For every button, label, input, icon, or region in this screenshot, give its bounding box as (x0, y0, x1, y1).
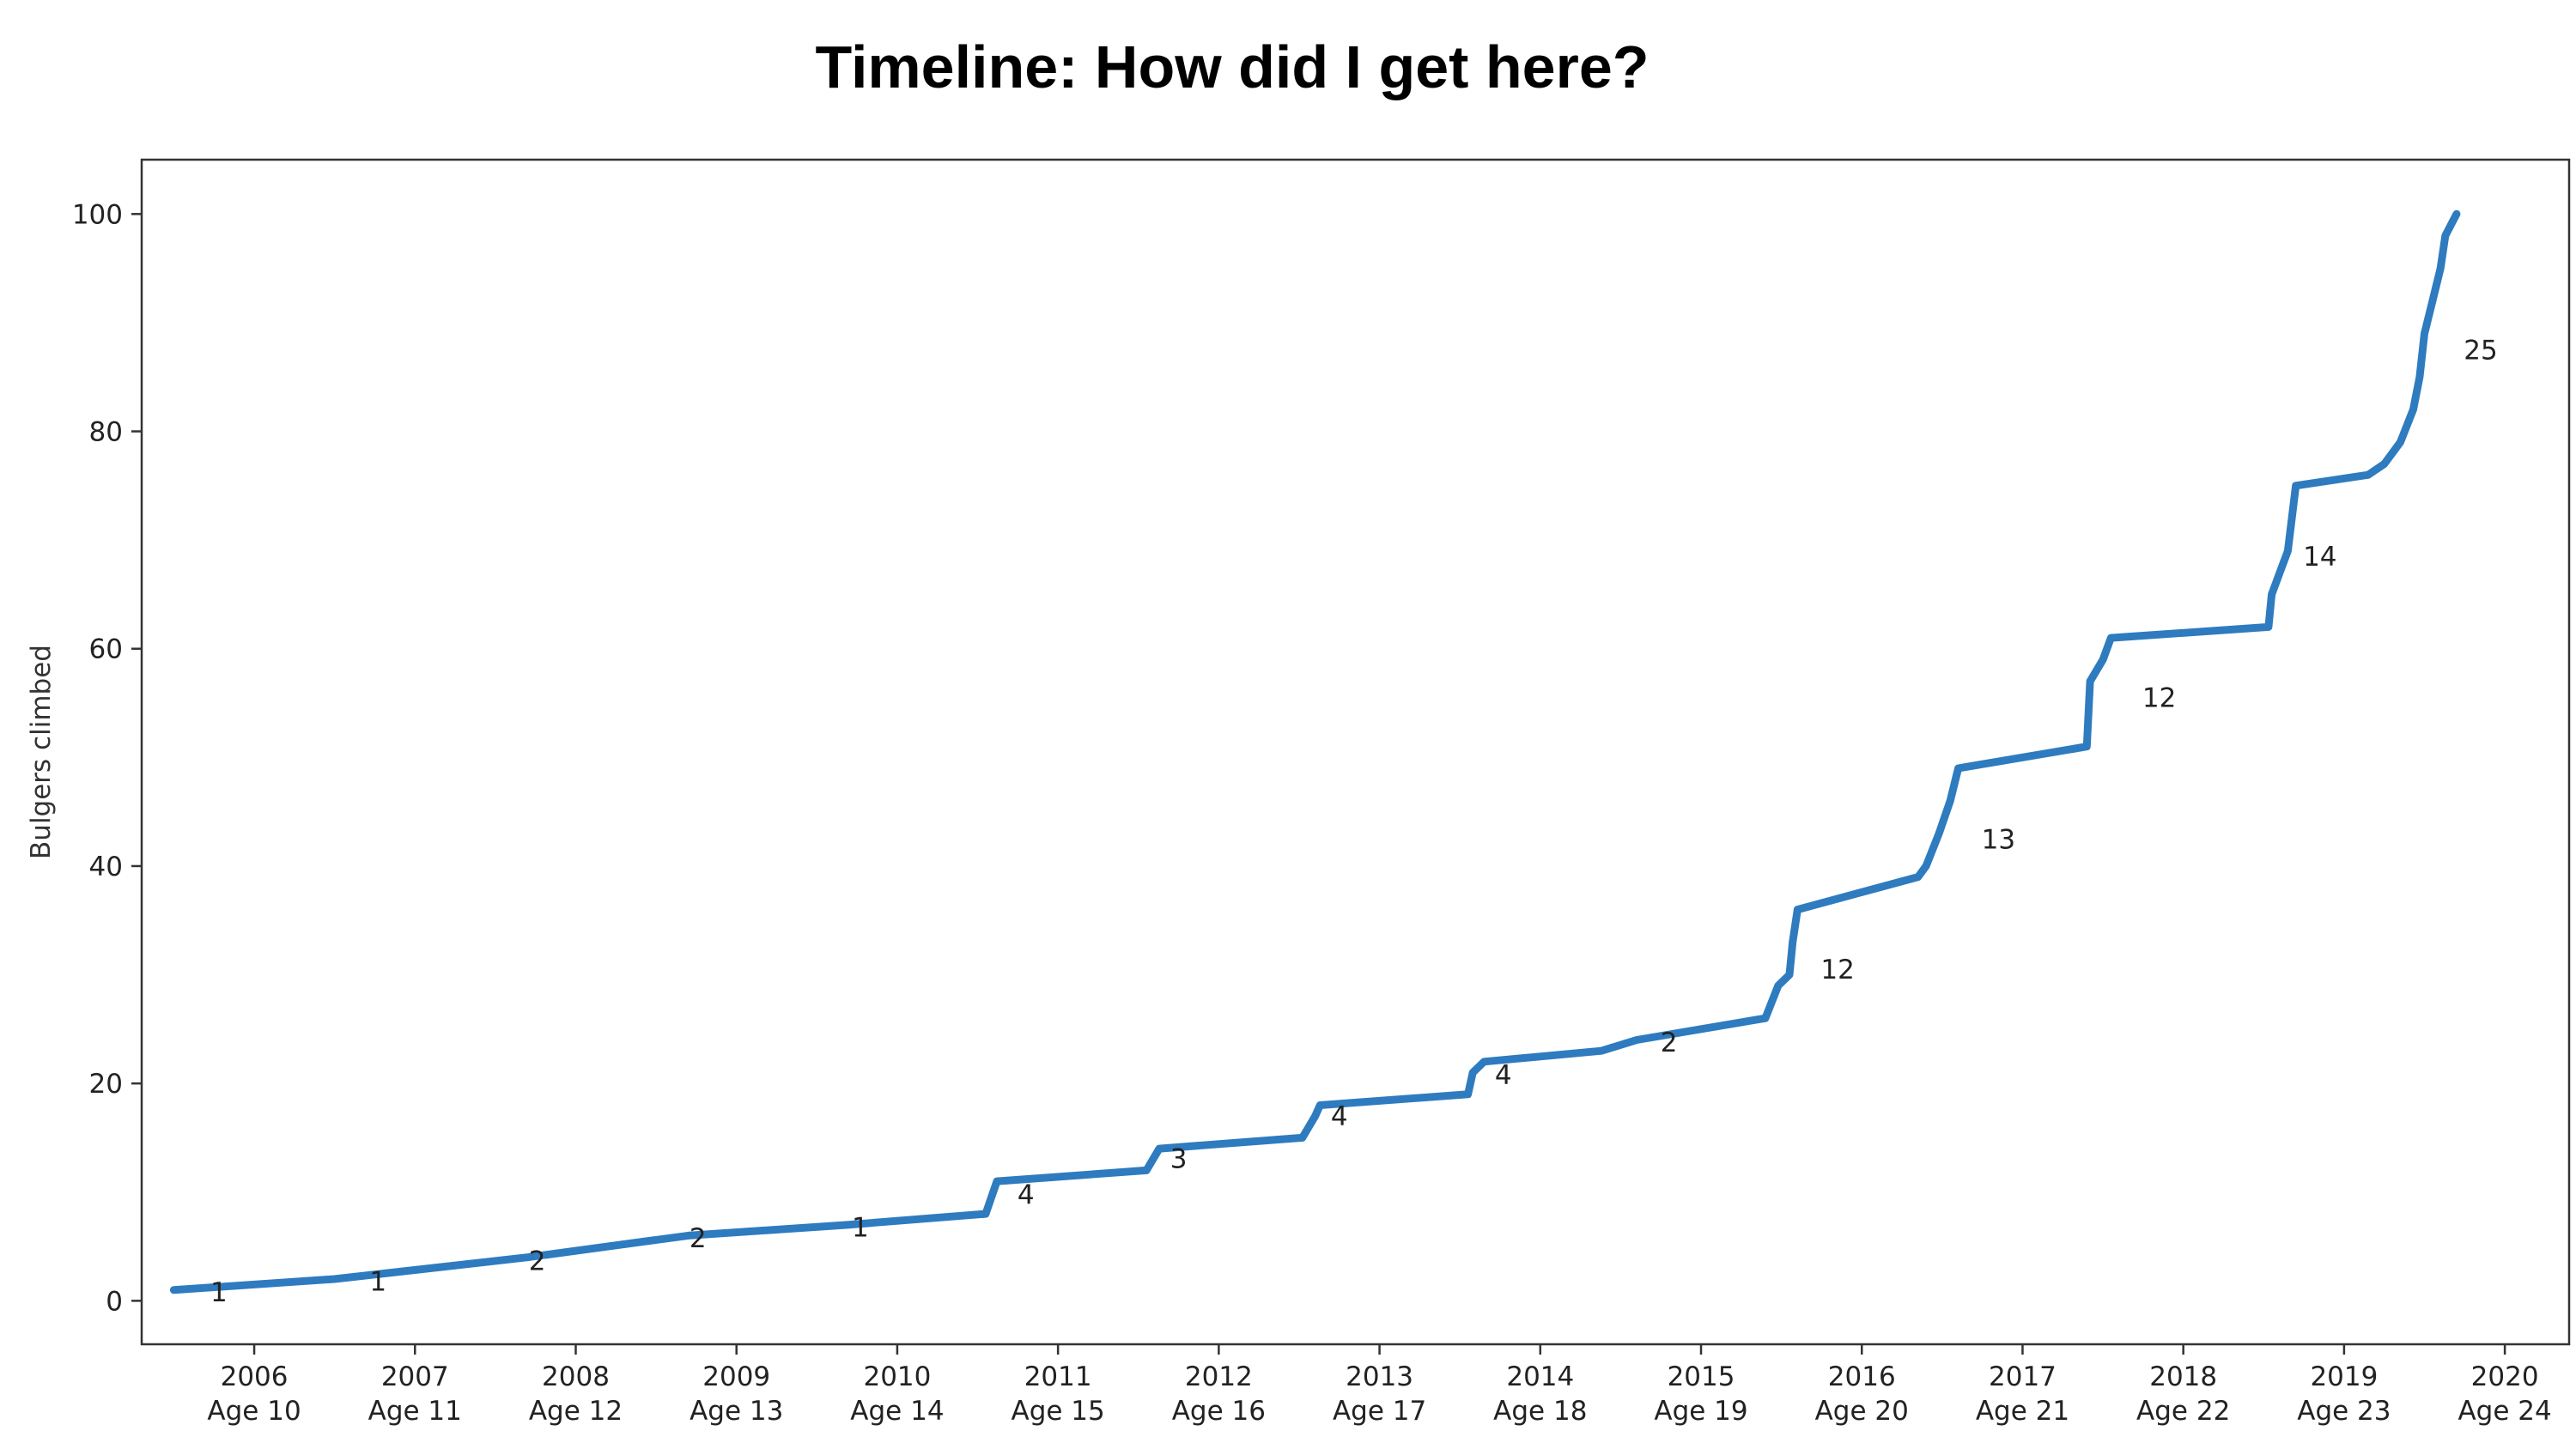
x-tick-age-label: Age 14 (850, 1396, 944, 1427)
y-tick-label: 40 (89, 852, 123, 882)
series-line (169, 209, 2461, 1294)
x-tick-year-label: 2013 (1346, 1361, 1413, 1392)
x-tick-year-label: 2019 (2310, 1361, 2378, 1392)
x-tick-year-label: 2007 (381, 1361, 449, 1392)
annotation-label: 1 (852, 1212, 869, 1243)
series-line-group (169, 209, 2461, 1294)
annotation-label: 2 (529, 1246, 546, 1277)
x-tick-year-label: 2014 (1506, 1361, 1574, 1392)
annotation-label: 2 (690, 1223, 707, 1254)
x-tick-year-label: 2015 (1668, 1361, 1735, 1392)
x-tick-age-label: Age 12 (529, 1396, 623, 1427)
y-tick-label: 60 (89, 634, 123, 665)
x-tick-year-label: 2006 (221, 1361, 289, 1392)
x-tick-age-label: Age 16 (1172, 1396, 1266, 1427)
y-tick-label: 0 (106, 1286, 123, 1317)
x-tick-year-label: 2010 (863, 1361, 931, 1392)
annotation-label: 2 (1661, 1028, 1678, 1058)
annotation-label: 4 (1495, 1060, 1512, 1091)
annotation-label: 14 (2303, 542, 2336, 573)
page-title: Timeline: How did I get here? (815, 33, 1649, 100)
x-tick-year-label: 2008 (542, 1361, 610, 1392)
x-tick-year-label: 2016 (1828, 1361, 1896, 1392)
x-tick-year-label: 2017 (1989, 1361, 2057, 1392)
x-tick-age-label: Age 18 (1493, 1396, 1587, 1427)
annotation-label: 1 (210, 1277, 228, 1308)
x-tick-year-label: 2020 (2471, 1361, 2539, 1392)
x-tick-age-label: Age 24 (2458, 1396, 2551, 1427)
x-tick-age-label: Age 15 (1012, 1396, 1105, 1427)
y-axis-label-group: Bulgers climbed (26, 645, 57, 859)
annotation-label: 12 (2142, 683, 2176, 714)
annotation-label: 13 (1982, 824, 2015, 855)
annotation-label: 4 (1331, 1101, 1348, 1132)
x-tick-age-label: Age 20 (1815, 1396, 1909, 1427)
x-tick-year-label: 2011 (1024, 1361, 1092, 1392)
annotation-label: 1 (369, 1267, 386, 1298)
x-tick-age-label: Age 21 (1976, 1396, 2069, 1427)
axes-group: 0 20 40 60 80 100 2006 Age 10 2007 Age 11 2008 Age … (72, 158, 2571, 1427)
x-tick-age-label: Age 10 (207, 1396, 301, 1427)
plot-frame (140, 158, 2571, 1346)
x-tick-age-label: Age 13 (690, 1396, 783, 1427)
annotation-label: 25 (2464, 336, 2497, 367)
x-tick-year-label: 2012 (1185, 1361, 1253, 1392)
y-tick-label: 20 (89, 1069, 123, 1100)
y-tick-label: 100 (72, 199, 123, 230)
y-axis-label: Bulgers climbed (26, 645, 57, 859)
annotation-label: 4 (1018, 1179, 1035, 1210)
annotation-label: 3 (1170, 1144, 1188, 1175)
x-tick-age-label: Age 22 (2136, 1396, 2230, 1427)
x-tick-year-label: 2009 (702, 1361, 770, 1392)
x-tick-age-label: Age 11 (368, 1396, 462, 1427)
x-tick-age-label: Age 19 (1654, 1396, 1747, 1427)
x-tick-year-label: 2018 (2149, 1361, 2217, 1392)
y-tick-label: 80 (89, 417, 123, 448)
annotation-label: 12 (1820, 955, 1854, 985)
x-tick-age-label: Age 23 (2297, 1396, 2391, 1427)
x-tick-age-label: Age 17 (1333, 1396, 1426, 1427)
